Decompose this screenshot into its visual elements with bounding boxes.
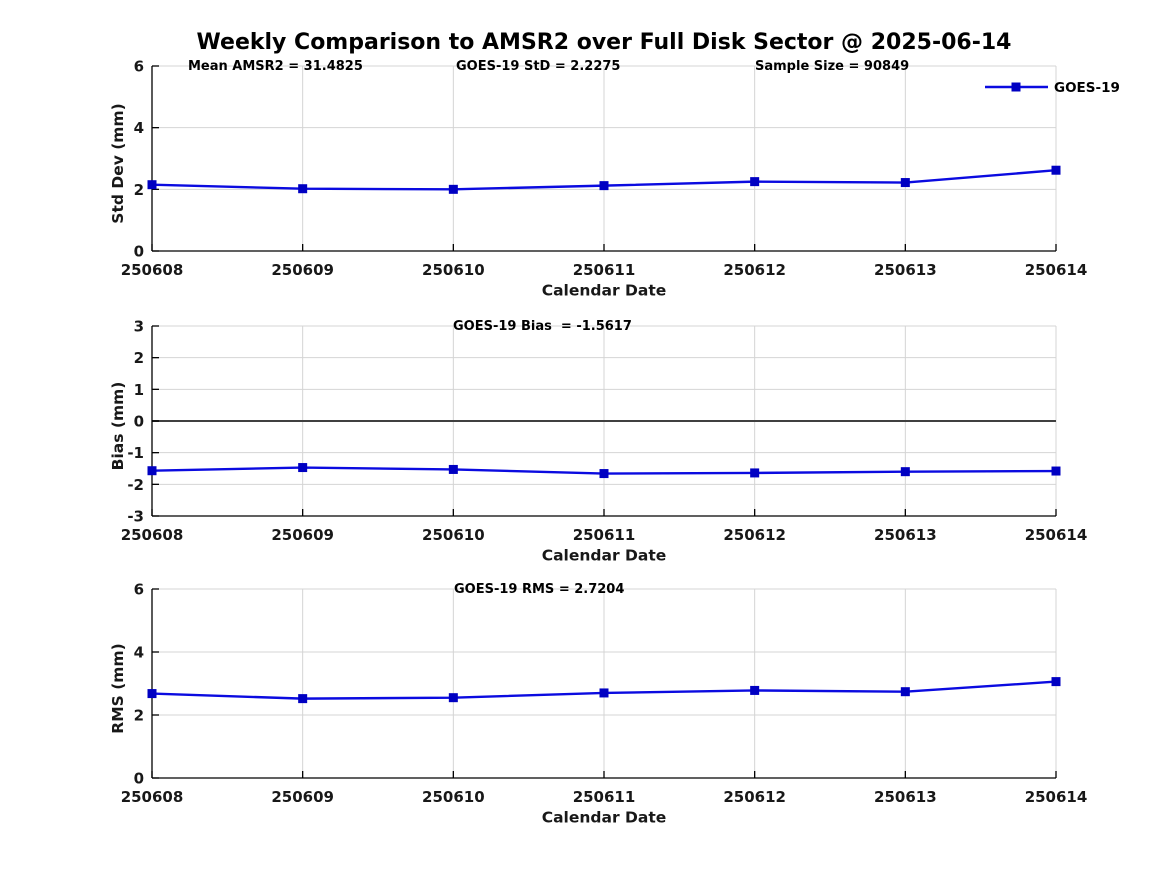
x-tick-label: 250611 (573, 261, 636, 279)
y-tick-label: 2 (134, 181, 144, 199)
y-tick-label: 0 (134, 413, 144, 431)
data-point-marker (147, 466, 157, 476)
data-point-marker (448, 184, 458, 194)
y-tick-label: 3 (134, 318, 144, 336)
data-point-marker (298, 694, 308, 704)
data-point-marker (599, 688, 609, 698)
data-point-marker (298, 463, 308, 473)
x-tick-label: 250614 (1025, 261, 1088, 279)
data-point-marker (1051, 677, 1061, 687)
data-point-marker (750, 177, 760, 187)
x-axis-title: Calendar Date (542, 282, 667, 300)
y-tick-label: -2 (127, 476, 144, 494)
x-tick-label: 250611 (573, 526, 636, 544)
y-tick-label: 2 (134, 707, 144, 725)
stat-annotation: Sample Size = 90849 (755, 59, 909, 74)
x-tick-label: 250610 (422, 788, 485, 806)
stat-annotation: GOES-19 StD = 2.2275 (456, 59, 620, 74)
stat-annotation: Mean AMSR2 = 31.4825 (188, 59, 363, 74)
x-tick-label: 250609 (271, 788, 334, 806)
data-point-marker (298, 184, 308, 194)
x-tick-label: 250610 (422, 526, 485, 544)
data-point-marker (900, 687, 910, 697)
x-tick-label: 250608 (121, 261, 184, 279)
x-tick-label: 250611 (573, 788, 636, 806)
y-tick-label: 6 (134, 581, 144, 599)
data-point-marker (448, 464, 458, 474)
y-tick-label: 4 (134, 644, 144, 662)
y-tick-label: 0 (134, 770, 144, 788)
y-tick-label: 4 (134, 119, 144, 137)
x-tick-label: 250613 (874, 261, 937, 279)
x-tick-label: 250613 (874, 788, 937, 806)
figure-title: Weekly Comparison to AMSR2 over Full Dis… (196, 30, 1012, 55)
x-tick-label: 250608 (121, 526, 184, 544)
x-tick-label: 250612 (723, 261, 786, 279)
x-tick-label: 250614 (1025, 788, 1088, 806)
data-point-marker (900, 178, 910, 188)
y-tick-label: -1 (127, 444, 144, 462)
stat-annotation: GOES-19 Bias = -1.5617 (453, 319, 632, 334)
data-point-marker (750, 468, 760, 478)
y-axis-title: Std Dev (mm) (109, 103, 127, 223)
y-tick-label: 0 (134, 243, 144, 261)
data-point-marker (1051, 165, 1061, 175)
y-tick-label: 2 (134, 349, 144, 367)
legend-marker (1011, 82, 1021, 92)
data-point-marker (147, 180, 157, 190)
data-point-marker (448, 693, 458, 703)
data-point-marker (599, 469, 609, 479)
x-tick-label: 250608 (121, 788, 184, 806)
data-point-marker (750, 685, 760, 695)
y-axis-title: RMS (mm) (109, 643, 127, 733)
x-axis-title: Calendar Date (542, 547, 667, 565)
x-tick-label: 250612 (723, 526, 786, 544)
data-point-marker (147, 689, 157, 699)
x-tick-label: 250613 (874, 526, 937, 544)
y-tick-label: 6 (134, 58, 144, 76)
data-point-marker (1051, 466, 1061, 476)
y-axis-title: Bias (mm) (109, 382, 127, 471)
x-axis-title: Calendar Date (542, 809, 667, 827)
legend-label: GOES-19 (1054, 80, 1120, 96)
x-tick-label: 250609 (271, 261, 334, 279)
x-tick-label: 250614 (1025, 526, 1088, 544)
x-tick-label: 250612 (723, 788, 786, 806)
data-point-marker (599, 181, 609, 191)
y-tick-label: -3 (127, 508, 144, 526)
x-tick-label: 250610 (422, 261, 485, 279)
x-tick-label: 250609 (271, 526, 334, 544)
y-tick-label: 1 (134, 381, 144, 399)
stat-annotation: GOES-19 RMS = 2.7204 (454, 582, 624, 597)
data-point-marker (900, 467, 910, 477)
